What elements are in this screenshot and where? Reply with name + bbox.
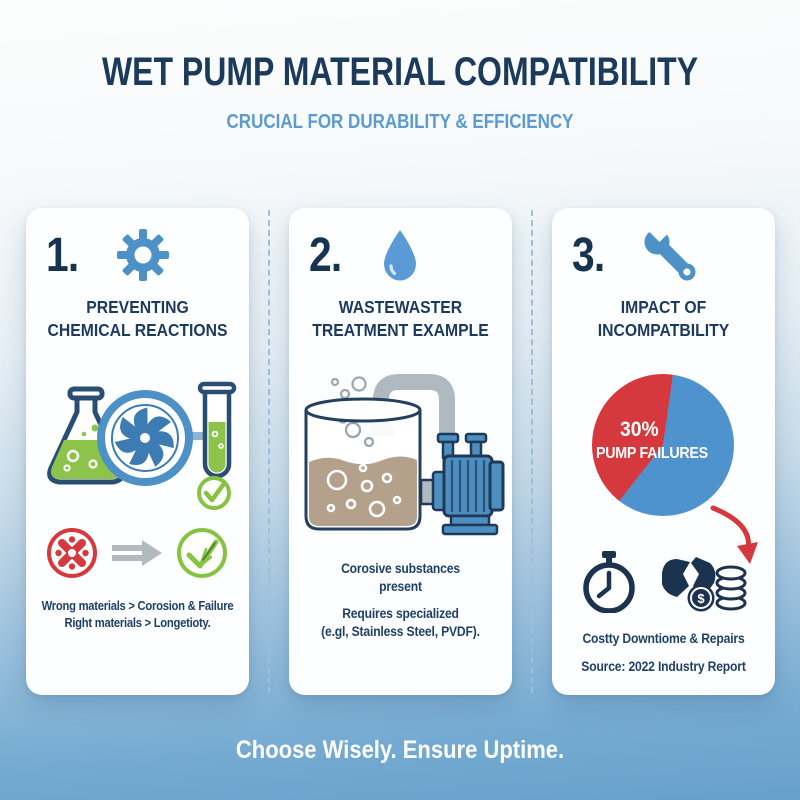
impeller-icon (97, 390, 193, 487)
dollar-coin-icon: $ (687, 584, 715, 612)
connector-pipe (177, 432, 209, 441)
pie-caption: PUMP FAILURES (596, 445, 708, 463)
card1-title: PREVENTING CHEMICAL REACTIONS (47, 297, 227, 341)
pump-icon (419, 432, 505, 536)
transition-arrow-icon (109, 538, 165, 573)
card2-title: WASTEWASTER TREATMENT EXAMPLE (311, 297, 489, 341)
bubbles (330, 376, 367, 400)
card-divider (530, 210, 533, 693)
card3-header: 3. (552, 208, 775, 284)
card-preventing-chemical-reactions: 1. (25, 208, 249, 695)
step-number-2: 2. (308, 228, 342, 282)
wrong-material-x-icon (45, 526, 99, 585)
step-number-3: 3. (571, 228, 605, 282)
check-circle-icon (197, 476, 231, 511)
footer: Choose Wisely. Ensure Uptime. (0, 736, 800, 765)
tank-pump-illustration (289, 368, 512, 546)
money-half-left (662, 559, 690, 598)
card3-title: IMPACT OF INCOMPATBILITY (597, 297, 729, 341)
card1-header: 1. (26, 208, 249, 284)
test-tube-icon (197, 381, 237, 479)
coin-stack-icon (715, 565, 747, 611)
flask-impeller-illustration (26, 356, 249, 512)
card2-caption-b: Requires specialized (e.gl, Stainless St… (320, 605, 480, 639)
pie-percentage: 30% (620, 418, 659, 442)
card2-header: 2. (289, 208, 512, 284)
downward-red-arrow-icon (707, 504, 763, 573)
broken-money-icon: $ (656, 551, 748, 618)
page-subtitle: CRUCIAL FOR DURABILITY & EFFICIENCY (226, 111, 574, 133)
step-number-1: 1. (45, 228, 79, 282)
card-wastewater-treatment-example: 2. WASTEWASTER TREATMENT EXAMPLE (288, 208, 512, 695)
stopwatch-icon (578, 551, 640, 618)
pie-chart-wrap: 30% PUMP FAILURES (592, 374, 734, 517)
card-impact-of-incompatibility: 3. IMPACT OF INCOMPATBILITY (551, 208, 775, 695)
failure-pie-chart (592, 374, 734, 517)
card3-caption: Costty Downtiome & Repairs (581, 631, 745, 647)
card2-caption-a: Corosive substances present (340, 561, 460, 595)
tagline-text: Choose Wisely. Ensure Uptime. (235, 736, 565, 764)
water-drop-icon (379, 228, 421, 282)
card1-caption: Wrong materials > Corosion & Failure Rig… (41, 599, 233, 631)
source-text: Source: 2022 Industry Report (580, 659, 746, 675)
page-title: WET PUMP MATERIAL COMPATIBILITY (101, 50, 699, 94)
header: WET PUMP MATERIAL COMPATIBILITY CRUCIAL … (0, 0, 800, 134)
gear-icon (116, 228, 170, 282)
wrench-icon (642, 227, 698, 283)
cards-row: 1. (0, 208, 800, 695)
impact-icons-row: $ (552, 551, 775, 618)
right-material-leaf-check-icon (175, 526, 229, 585)
pie-label: 30% PUMP FAILURES (592, 418, 734, 463)
tank-icon (304, 397, 422, 531)
svg-text:$: $ (697, 591, 705, 606)
card-divider (267, 210, 270, 693)
material-compare-row (26, 526, 249, 585)
